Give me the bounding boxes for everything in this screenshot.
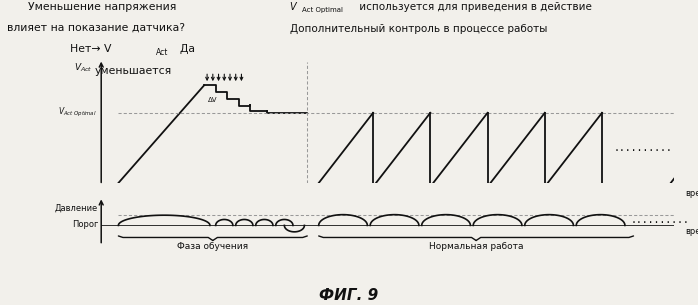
Text: уменьшается: уменьшается: [94, 66, 172, 76]
Text: Уменьшение напряжения: Уменьшение напряжения: [28, 2, 177, 12]
Text: Дополнительный контроль в процессе работы: Дополнительный контроль в процессе работ…: [290, 24, 547, 34]
Text: влияет на показание датчика?: влияет на показание датчика?: [7, 23, 185, 33]
Text: Фаза обучения: Фаза обучения: [177, 242, 248, 251]
Text: Act Optimal: Act Optimal: [302, 7, 343, 13]
Text: $V_{Act}$: $V_{Act}$: [74, 61, 93, 74]
Text: ..........: ..........: [631, 215, 690, 225]
Text: Нет→ V: Нет→ V: [70, 44, 111, 54]
Text: ФИГ. 9: ФИГ. 9: [320, 289, 378, 303]
Text: Да: Да: [173, 44, 195, 54]
Text: используется для приведения в действие: используется для приведения в действие: [356, 2, 592, 12]
Text: время: время: [685, 189, 698, 198]
Text: Нормальная работа: Нормальная работа: [429, 242, 524, 251]
Text: ΔV: ΔV: [208, 98, 218, 103]
Text: Давление: Давление: [55, 204, 98, 213]
Text: время: время: [685, 228, 698, 236]
Text: V: V: [290, 2, 296, 12]
Text: Act: Act: [156, 48, 168, 57]
Text: Порог: Порог: [72, 220, 98, 229]
Text: ..........: ..........: [614, 143, 672, 153]
Text: $V_{Act\ Optimal}$: $V_{Act\ Optimal}$: [58, 106, 96, 119]
